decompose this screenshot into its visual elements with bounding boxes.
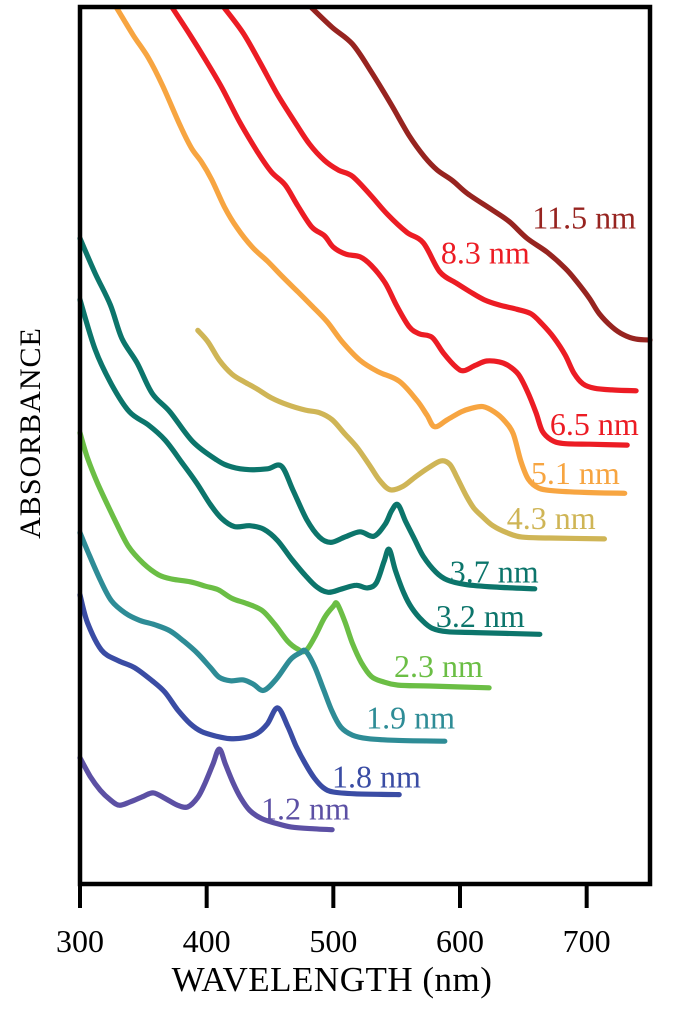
curve-label-11.5nm: 11.5 nm — [532, 199, 636, 235]
curve-label-3.7nm: 3.7 nm — [450, 553, 539, 589]
curve-3.2nm — [77, 297, 543, 637]
x-axis-title: WAVELENGTH (nm) — [171, 960, 493, 999]
curve-3.7nm — [77, 235, 538, 592]
x-tick-label-300: 300 — [56, 923, 104, 959]
curve-6.5nm — [169, 5, 630, 448]
curve-label-8.3nm: 8.3 nm — [441, 234, 530, 270]
curve-label-1.9nm: 1.9 nm — [366, 700, 455, 736]
x-axis-tick-labels: 300 400 500 600 700 — [56, 923, 611, 959]
x-axis-ticks — [78, 884, 589, 908]
curve-5.1nm — [114, 5, 628, 496]
curve-1.8nm — [77, 592, 402, 798]
curve-8.3nm — [221, 5, 639, 394]
curve-2.3nm — [77, 430, 492, 691]
curve-label-3.2nm: 3.2 nm — [436, 598, 525, 634]
curve-11.5nm — [309, 5, 653, 343]
curve-1.2nm — [77, 746, 335, 833]
curve-size-labels: 11.5 nm8.3 nm 6.5 nm 5.1 nm 4.3 nm 3.7 nm 3.2… — [261, 199, 639, 826]
curve-label-5.1nm: 5.1 nm — [531, 455, 620, 491]
x-tick-label-700: 700 — [563, 923, 611, 959]
x-tick-label-500: 500 — [309, 923, 357, 959]
spectra-curves — [77, 5, 653, 833]
y-axis-title: ABSORBANCE — [14, 327, 47, 539]
curve-4.3nm — [195, 327, 607, 542]
curve-label-1.8nm: 1.8 nm — [332, 758, 421, 794]
curve-label-6.5nm: 6.5 nm — [550, 406, 639, 442]
curve-label-4.3nm: 4.3 nm — [507, 500, 596, 536]
curve-label-1.2nm: 1.2 nm — [261, 791, 350, 827]
x-tick-label-600: 600 — [436, 923, 484, 959]
curve-label-2.3nm: 2.3 nm — [394, 648, 483, 684]
curve-1.9nm — [77, 530, 448, 744]
plot-border — [77, 4, 653, 887]
x-tick-label-400: 400 — [183, 923, 231, 959]
